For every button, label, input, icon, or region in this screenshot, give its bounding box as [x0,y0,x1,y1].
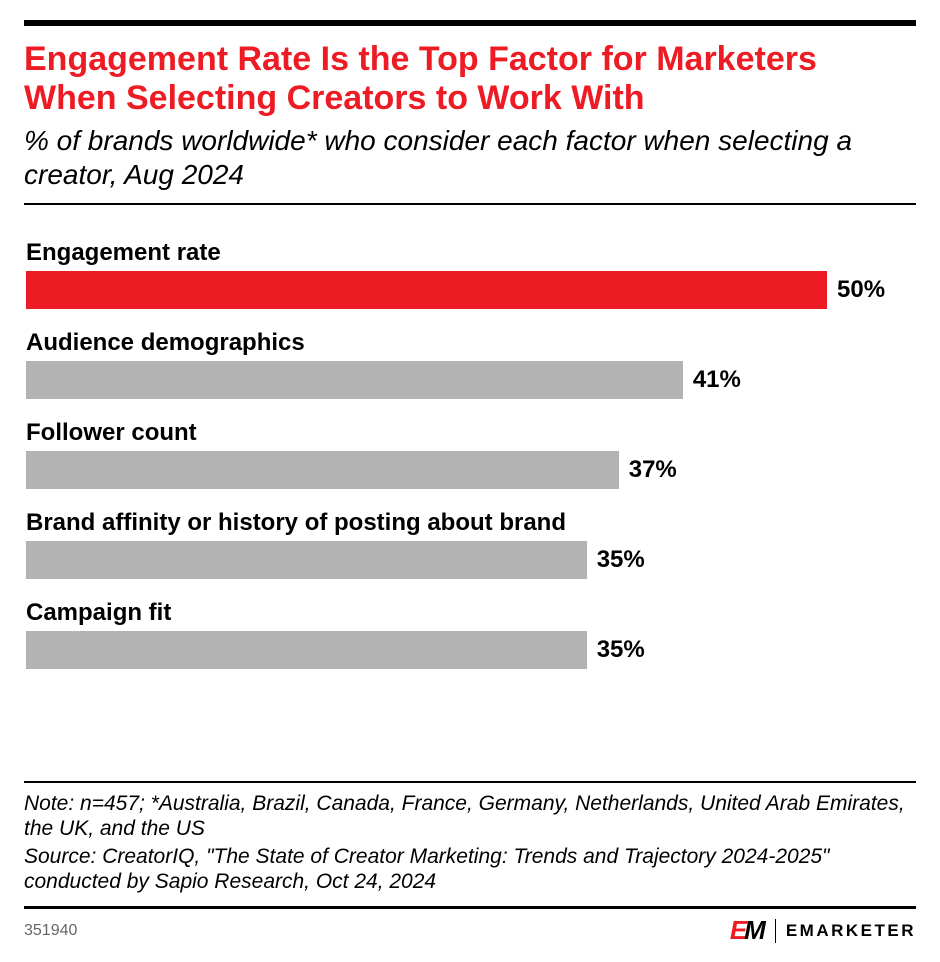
bar-chart: Engagement rate 50% Audience demographics 4… [24,239,916,689]
top-rule [24,20,916,26]
logo-mark: E M [730,915,765,946]
logo-divider [775,919,776,943]
mid-rule [24,203,916,205]
bar [26,451,619,489]
chart-subtitle: % of brands worldwide* who consider each… [24,124,916,191]
bar-group: Brand affinity or history of posting abo… [26,509,916,579]
bar-value: 41% [693,366,741,394]
bar-label: Campaign fit [26,599,916,627]
bar-group: Engagement rate 50% [26,239,916,309]
footer-rule [24,906,916,909]
spacer [24,689,916,761]
bar [26,541,587,579]
source-text: Source: CreatorIQ, "The State of Creator… [24,844,916,894]
bar-group: Follower count 37% [26,419,916,489]
bar [26,361,683,399]
bar-row: 50% [26,271,916,309]
bar [26,271,827,309]
bar-label: Brand affinity or history of posting abo… [26,509,916,537]
bar-label: Audience demographics [26,329,916,357]
chart-title: Engagement Rate Is the Top Factor for Ma… [24,40,916,118]
bar-row: 37% [26,451,916,489]
bar-row: 35% [26,631,916,669]
logo-m-icon: M [744,915,765,946]
bar-value: 35% [597,636,645,664]
bar-row: 35% [26,541,916,579]
brand-logo: E M EMARKETER [730,915,916,946]
bar-group: Campaign fit 35% [26,599,916,669]
bar-label: Follower count [26,419,916,447]
chart-id: 351940 [24,922,77,940]
logo-text: EMARKETER [786,921,916,941]
bar-value: 50% [837,276,885,304]
footer: 351940 E M EMARKETER [24,915,916,946]
bar [26,631,587,669]
note-rule [24,781,916,783]
bar-group: Audience demographics 41% [26,329,916,399]
bar-value: 37% [629,456,677,484]
bar-value: 35% [597,546,645,574]
note-text: Note: n=457; *Australia, Brazil, Canada,… [24,791,916,841]
bar-row: 41% [26,361,916,399]
bar-label: Engagement rate [26,239,916,267]
